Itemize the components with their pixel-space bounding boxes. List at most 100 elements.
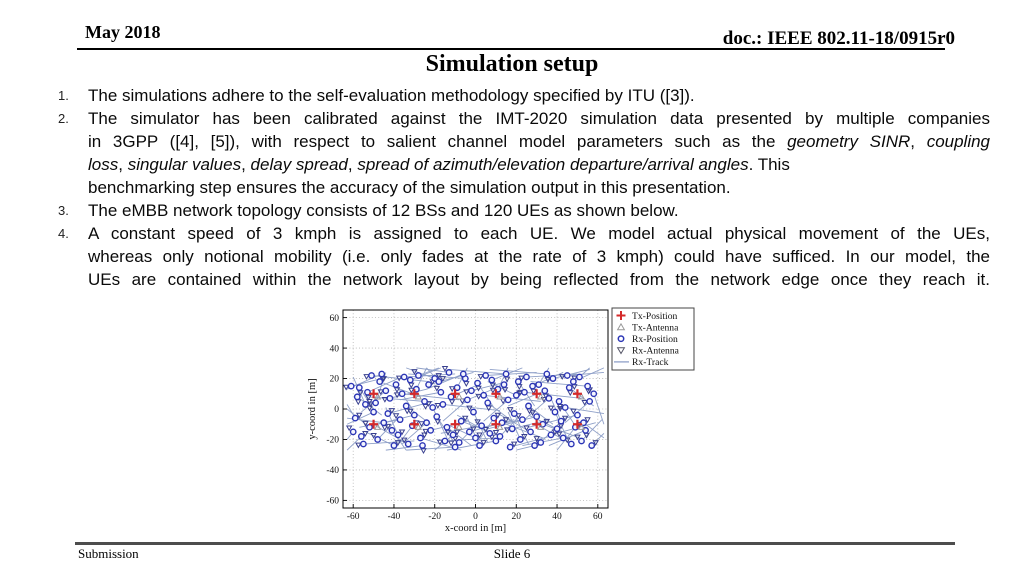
rx-track-line: [497, 413, 531, 433]
rx-antenna-marker: [466, 405, 473, 412]
rx-position-marker: [435, 378, 443, 385]
x-tick-label: 0: [473, 512, 478, 522]
footer-submission: Submission: [78, 546, 139, 561]
rx-antenna-marker: [342, 384, 350, 391]
rx-track-line: [426, 373, 464, 390]
rx-track-line: [406, 446, 456, 451]
scatter-plot: -60 -40 -20 0 20 40 60 -60 -40 -20 0 20 40 60 x-coord …: [307, 307, 695, 534]
rx-antenna-marker: [363, 374, 370, 380]
rx-track-line: [415, 367, 427, 390]
rx-track-line: [446, 423, 476, 439]
list-item-number: 3.: [58, 203, 69, 218]
rx-antenna-marker: [515, 413, 522, 420]
rx-position-marker: [386, 394, 394, 402]
rx-antenna-marker: [547, 405, 555, 412]
rx-position-marker: [553, 425, 561, 433]
rx-position-marker: [510, 410, 518, 417]
x-tick-label: 60: [593, 512, 603, 522]
rx-position-marker: [470, 408, 477, 416]
rx-position-marker: [404, 440, 412, 448]
rx-position-marker: [362, 401, 369, 408]
rx-track-line: [446, 426, 472, 446]
rx-track-line: [389, 388, 427, 399]
rx-antenna-marker: [434, 419, 442, 426]
rx-position-marker: [400, 373, 408, 381]
rx-track-line: [448, 368, 507, 375]
rx-position-marker: [388, 426, 396, 434]
rx-position-marker: [449, 431, 457, 439]
tx-antenna-marker: [496, 392, 504, 400]
rx-track-line: [552, 368, 590, 379]
rx-position-marker: [366, 423, 373, 431]
rx-position-marker: [382, 387, 390, 395]
rx-position-marker: [529, 382, 536, 390]
rx-position-marker: [380, 419, 388, 427]
rx-antenna-marker: [366, 405, 373, 412]
rx-antenna-marker: [453, 429, 461, 436]
rx-position-marker: [537, 439, 545, 446]
rx-position-marker: [394, 431, 402, 439]
rx-antenna-marker: [543, 418, 551, 425]
tx-antenna-marker: [537, 392, 545, 400]
rx-track-line: [346, 411, 374, 425]
rx-position-marker: [463, 396, 471, 404]
rx-position-marker: [569, 378, 577, 385]
rx-position-marker: [355, 384, 363, 392]
rx-position-marker: [457, 417, 465, 425]
rx-position-marker: [484, 399, 492, 407]
rx-track-line: [416, 367, 450, 373]
rx-antenna-marker: [463, 389, 470, 396]
rx-position-marker: [498, 419, 506, 427]
rx-antenna-marker: [558, 374, 566, 380]
rx-antenna-marker: [388, 408, 396, 414]
rx-position-marker: [543, 370, 551, 378]
rx-antenna-marker: [395, 375, 403, 382]
list-item-number: 1.: [58, 88, 69, 103]
list-item-number: 2.: [58, 111, 69, 126]
rx-antenna-marker: [477, 374, 484, 380]
rx-antenna-marker: [377, 389, 385, 396]
rx-antenna-marker: [474, 419, 481, 426]
rx-position-marker: [482, 372, 490, 379]
rx-track-line: [367, 396, 425, 402]
rx-position-marker: [486, 429, 494, 437]
y-axis-label: y-coord in [m]: [307, 378, 318, 439]
rx-track-line: [363, 440, 415, 445]
rx-track-line: [385, 445, 423, 451]
rx-antenna-marker: [503, 427, 511, 434]
footer-rule: [75, 542, 955, 545]
rx-position-marker: [445, 369, 453, 376]
rx-position-marker: [531, 442, 539, 449]
x-tick-label: 20: [512, 512, 522, 522]
rx-antenna-marker: [355, 399, 362, 406]
y-tick-label: 60: [330, 314, 340, 324]
rx-antenna-marker: [574, 434, 581, 441]
rx-position-marker: [429, 404, 437, 411]
rx-antenna-marker: [523, 425, 530, 432]
rx-antenna-marker: [476, 432, 483, 439]
rx-track-line: [485, 371, 537, 376]
rx-position-marker: [518, 416, 526, 424]
rx-antenna-marker: [381, 396, 389, 403]
rx-position-marker: [476, 442, 483, 449]
rx-position-marker: [398, 390, 406, 398]
rx-position-marker: [478, 422, 486, 430]
rx-position-marker: [402, 402, 410, 410]
rx-antenna-marker: [529, 410, 536, 417]
rx-track-line: [483, 399, 509, 422]
rx-antenna-marker: [570, 408, 577, 415]
rx-track-line: [399, 391, 441, 401]
rx-antenna-marker: [516, 384, 523, 391]
legend-label: Rx-Track: [632, 357, 669, 368]
rx-track-line: [442, 399, 468, 422]
rx-antenna-marker: [506, 407, 514, 413]
tx-antenna-marker: [537, 423, 545, 430]
legend-label: Tx-Position: [632, 311, 678, 322]
rx-position-marker: [563, 372, 571, 379]
network-topology-chart: -60 -40 -20 0 20 40 60 -60 -40 -20 0 20 40 60 x-coord …: [300, 300, 710, 538]
rx-antenna-marker: [384, 423, 392, 430]
x-tick-label: -60: [347, 512, 360, 522]
rx-position-marker: [423, 419, 430, 427]
rx-position-marker: [580, 419, 587, 427]
y-tick-label: -20: [326, 436, 339, 446]
